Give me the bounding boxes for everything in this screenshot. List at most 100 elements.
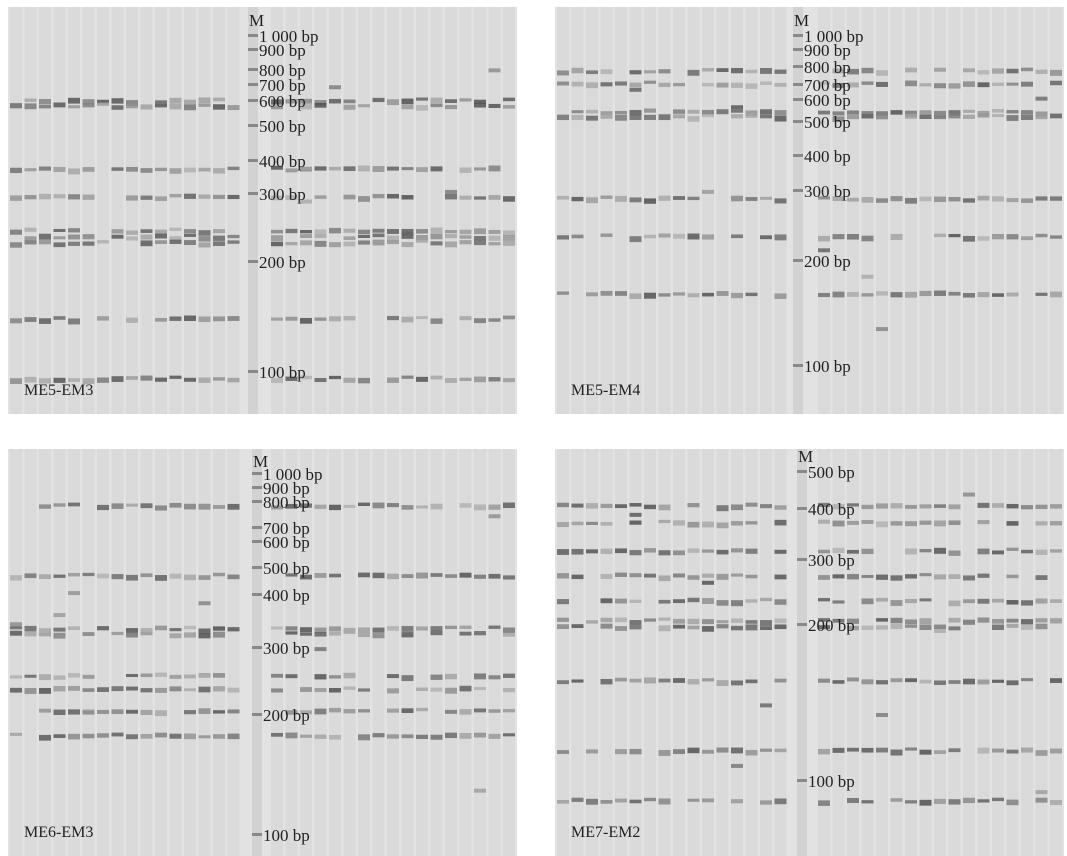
band (285, 195, 298, 201)
band (1035, 623, 1048, 630)
band (586, 292, 598, 297)
marker-band (793, 48, 803, 51)
band (387, 193, 399, 199)
band (615, 291, 627, 296)
band (213, 686, 225, 692)
band (372, 233, 385, 238)
band (919, 618, 932, 625)
band (329, 227, 341, 234)
band (861, 574, 874, 579)
ladder-label: 500 bp (263, 559, 310, 578)
band (629, 293, 642, 299)
band (329, 242, 341, 248)
lane (155, 449, 167, 856)
band (832, 504, 845, 510)
band (155, 317, 167, 322)
band (271, 99, 283, 105)
band (184, 625, 196, 630)
band (847, 747, 859, 752)
band (459, 572, 472, 578)
band (68, 241, 80, 246)
band (557, 502, 569, 508)
band (615, 110, 627, 115)
band (571, 234, 584, 239)
band (1035, 111, 1048, 117)
band (658, 195, 671, 201)
band (1021, 110, 1033, 115)
band (919, 799, 932, 806)
band (847, 291, 859, 297)
band (198, 686, 211, 693)
ladder-label: 100 bp (263, 826, 310, 845)
band (488, 675, 501, 680)
band (416, 239, 428, 243)
band (760, 620, 772, 627)
band (358, 104, 370, 108)
ladder-label: 300 bp (263, 639, 310, 658)
band (314, 632, 327, 637)
band (271, 241, 283, 247)
band (847, 234, 859, 240)
lane (488, 449, 501, 856)
band (847, 625, 859, 631)
band (53, 613, 66, 618)
band (82, 632, 95, 636)
band (300, 103, 312, 110)
band (615, 81, 627, 86)
band (745, 624, 758, 631)
marker-band (248, 124, 258, 127)
band (155, 377, 167, 382)
band (430, 734, 443, 740)
lane (111, 449, 124, 856)
band (387, 239, 399, 245)
panel-label: ME5-EM4 (571, 382, 641, 399)
band (503, 708, 515, 713)
band (184, 710, 196, 715)
band (474, 239, 486, 246)
band (615, 598, 627, 604)
band (97, 733, 109, 738)
band (702, 749, 714, 754)
band (372, 193, 385, 199)
lane (314, 7, 327, 414)
band (1035, 115, 1048, 120)
band (876, 574, 888, 580)
band (343, 672, 356, 679)
band (847, 503, 859, 507)
band (687, 109, 700, 114)
band (198, 377, 211, 383)
band (10, 103, 22, 109)
band (992, 196, 1004, 202)
band (430, 227, 443, 234)
band (934, 504, 946, 508)
band (126, 376, 138, 380)
band (343, 241, 356, 247)
band (1006, 600, 1019, 605)
band (687, 618, 700, 625)
band (329, 504, 341, 511)
band (372, 502, 385, 509)
band (474, 504, 486, 511)
band (372, 627, 385, 633)
band (1050, 113, 1062, 119)
band (213, 241, 225, 246)
band (919, 624, 932, 631)
marker-band (252, 566, 262, 569)
lane (644, 449, 656, 856)
band (343, 504, 356, 508)
band (658, 504, 671, 511)
marker-band (793, 34, 803, 37)
band (716, 624, 729, 629)
band (227, 166, 240, 171)
band (314, 647, 327, 652)
band (745, 620, 758, 624)
band (198, 316, 211, 323)
band (934, 624, 946, 631)
ladder-label: 200 bp (263, 706, 310, 725)
band (832, 116, 845, 123)
lane (445, 7, 457, 414)
band (39, 708, 51, 713)
band (992, 748, 1004, 753)
band (488, 733, 501, 739)
band (731, 680, 743, 686)
